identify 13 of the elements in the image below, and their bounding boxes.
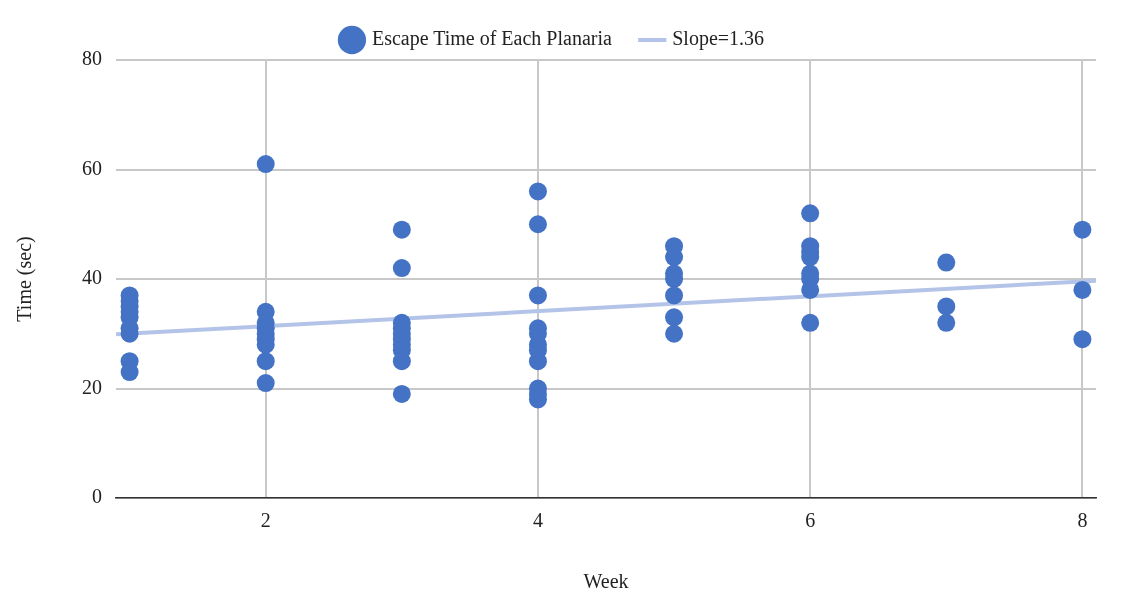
y-tick-label: 40 [82, 266, 102, 289]
y-tick-label: 60 [82, 156, 102, 179]
x-tick-label: 8 [1077, 509, 1088, 532]
y-axis-title: Time (sec) [13, 236, 37, 322]
y-tick-label: 80 [82, 47, 102, 70]
x-tick-label: 6 [805, 509, 816, 532]
x-tick-label: 2 [260, 509, 271, 532]
legend-label: Escape Time of Each Planaria [371, 27, 612, 51]
y-tick-label: 20 [82, 375, 102, 398]
y-tick-label: 0 [92, 485, 102, 508]
legend-label: Slope=1.36 [672, 27, 765, 51]
x-tick-label: 4 [532, 509, 543, 532]
x-axis-title: Week [583, 570, 629, 593]
